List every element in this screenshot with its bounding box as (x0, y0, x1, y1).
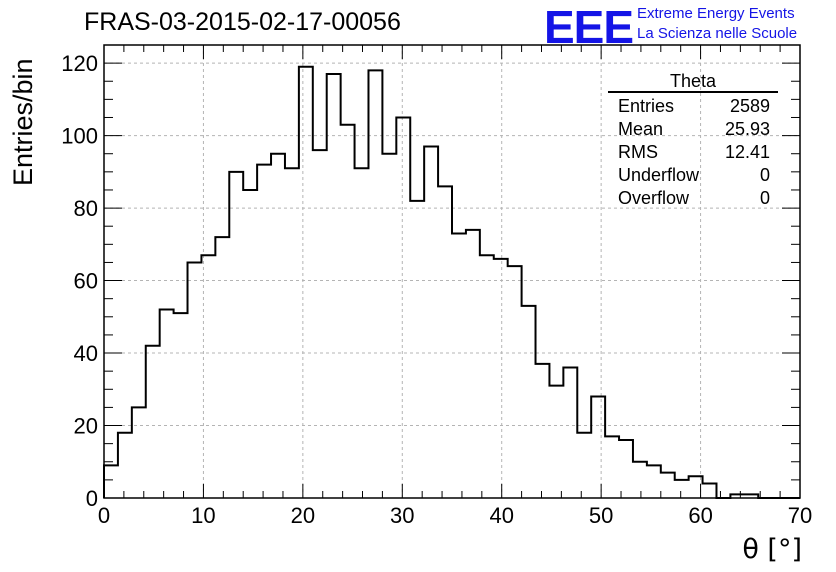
x-tick-label: 40 (489, 503, 513, 528)
x-tick-label: 20 (291, 503, 315, 528)
stats-value: 0 (759, 188, 770, 208)
y-axis-label: Entries/bin (8, 58, 38, 186)
tick-labels: 0 10 20 30 40 50 60 70 0 20 40 60 80 100 120 (61, 51, 812, 528)
stats-label: Entries (618, 96, 675, 116)
x-tick-label: 50 (589, 503, 613, 528)
x-tick-label: 60 (688, 503, 712, 528)
axis-ticks (103, 44, 801, 499)
y-tick-label: 0 (86, 486, 98, 511)
histogram-line (103, 65, 800, 499)
stats-box: Theta Entries 2589 Mean 25.93 RMS 12.41 … (608, 71, 778, 210)
eee-logo: EEE (544, 1, 634, 53)
y-tick-label: 80 (74, 196, 98, 221)
stats-value: 12.41 (724, 142, 770, 162)
plot-frame (103, 44, 801, 499)
y-tick-label: 100 (61, 124, 98, 149)
stats-row-rms: RMS 12.41 (608, 141, 778, 164)
y-tick-label: 40 (74, 341, 98, 366)
x-tick-label: 70 (788, 503, 812, 528)
y-tick-label: 60 (74, 269, 98, 294)
plot-border (103, 44, 801, 499)
x-axis-label: θ [°] (742, 534, 802, 565)
logo-caption-line-2: La Scienza nelle Scuole (637, 25, 798, 42)
logo-caption: Extreme Energy Events La Scienza nelle S… (637, 4, 797, 44)
stats-value: 2589 (729, 96, 770, 116)
stats-value: 25.93 (724, 119, 770, 139)
plot-title: FRAS-03-2015-02-17-00056 (84, 8, 401, 36)
x-tick-label: 30 (390, 503, 414, 528)
x-tick-label: 10 (191, 503, 215, 528)
stats-row-underflow: Underflow 0 (608, 164, 778, 187)
stats-row-mean: Mean 25.93 (608, 118, 778, 141)
stats-value: 0 (759, 165, 770, 185)
stats-row-overflow: Overflow 0 (608, 187, 778, 210)
stats-row-entries: Entries 2589 (608, 95, 778, 118)
stats-label: RMS (618, 142, 658, 162)
stats-title: Theta (608, 71, 778, 93)
stats-label: Overflow (618, 188, 690, 208)
y-tick-label: 20 (74, 414, 98, 439)
x-tick-label: 0 (98, 503, 110, 528)
histogram-outline (103, 65, 800, 499)
stats-label: Mean (618, 119, 664, 139)
y-tick-label: 120 (61, 51, 98, 76)
stats-label: Underflow (618, 165, 700, 185)
logo-caption-line-1: Extreme Energy Events (637, 5, 795, 22)
